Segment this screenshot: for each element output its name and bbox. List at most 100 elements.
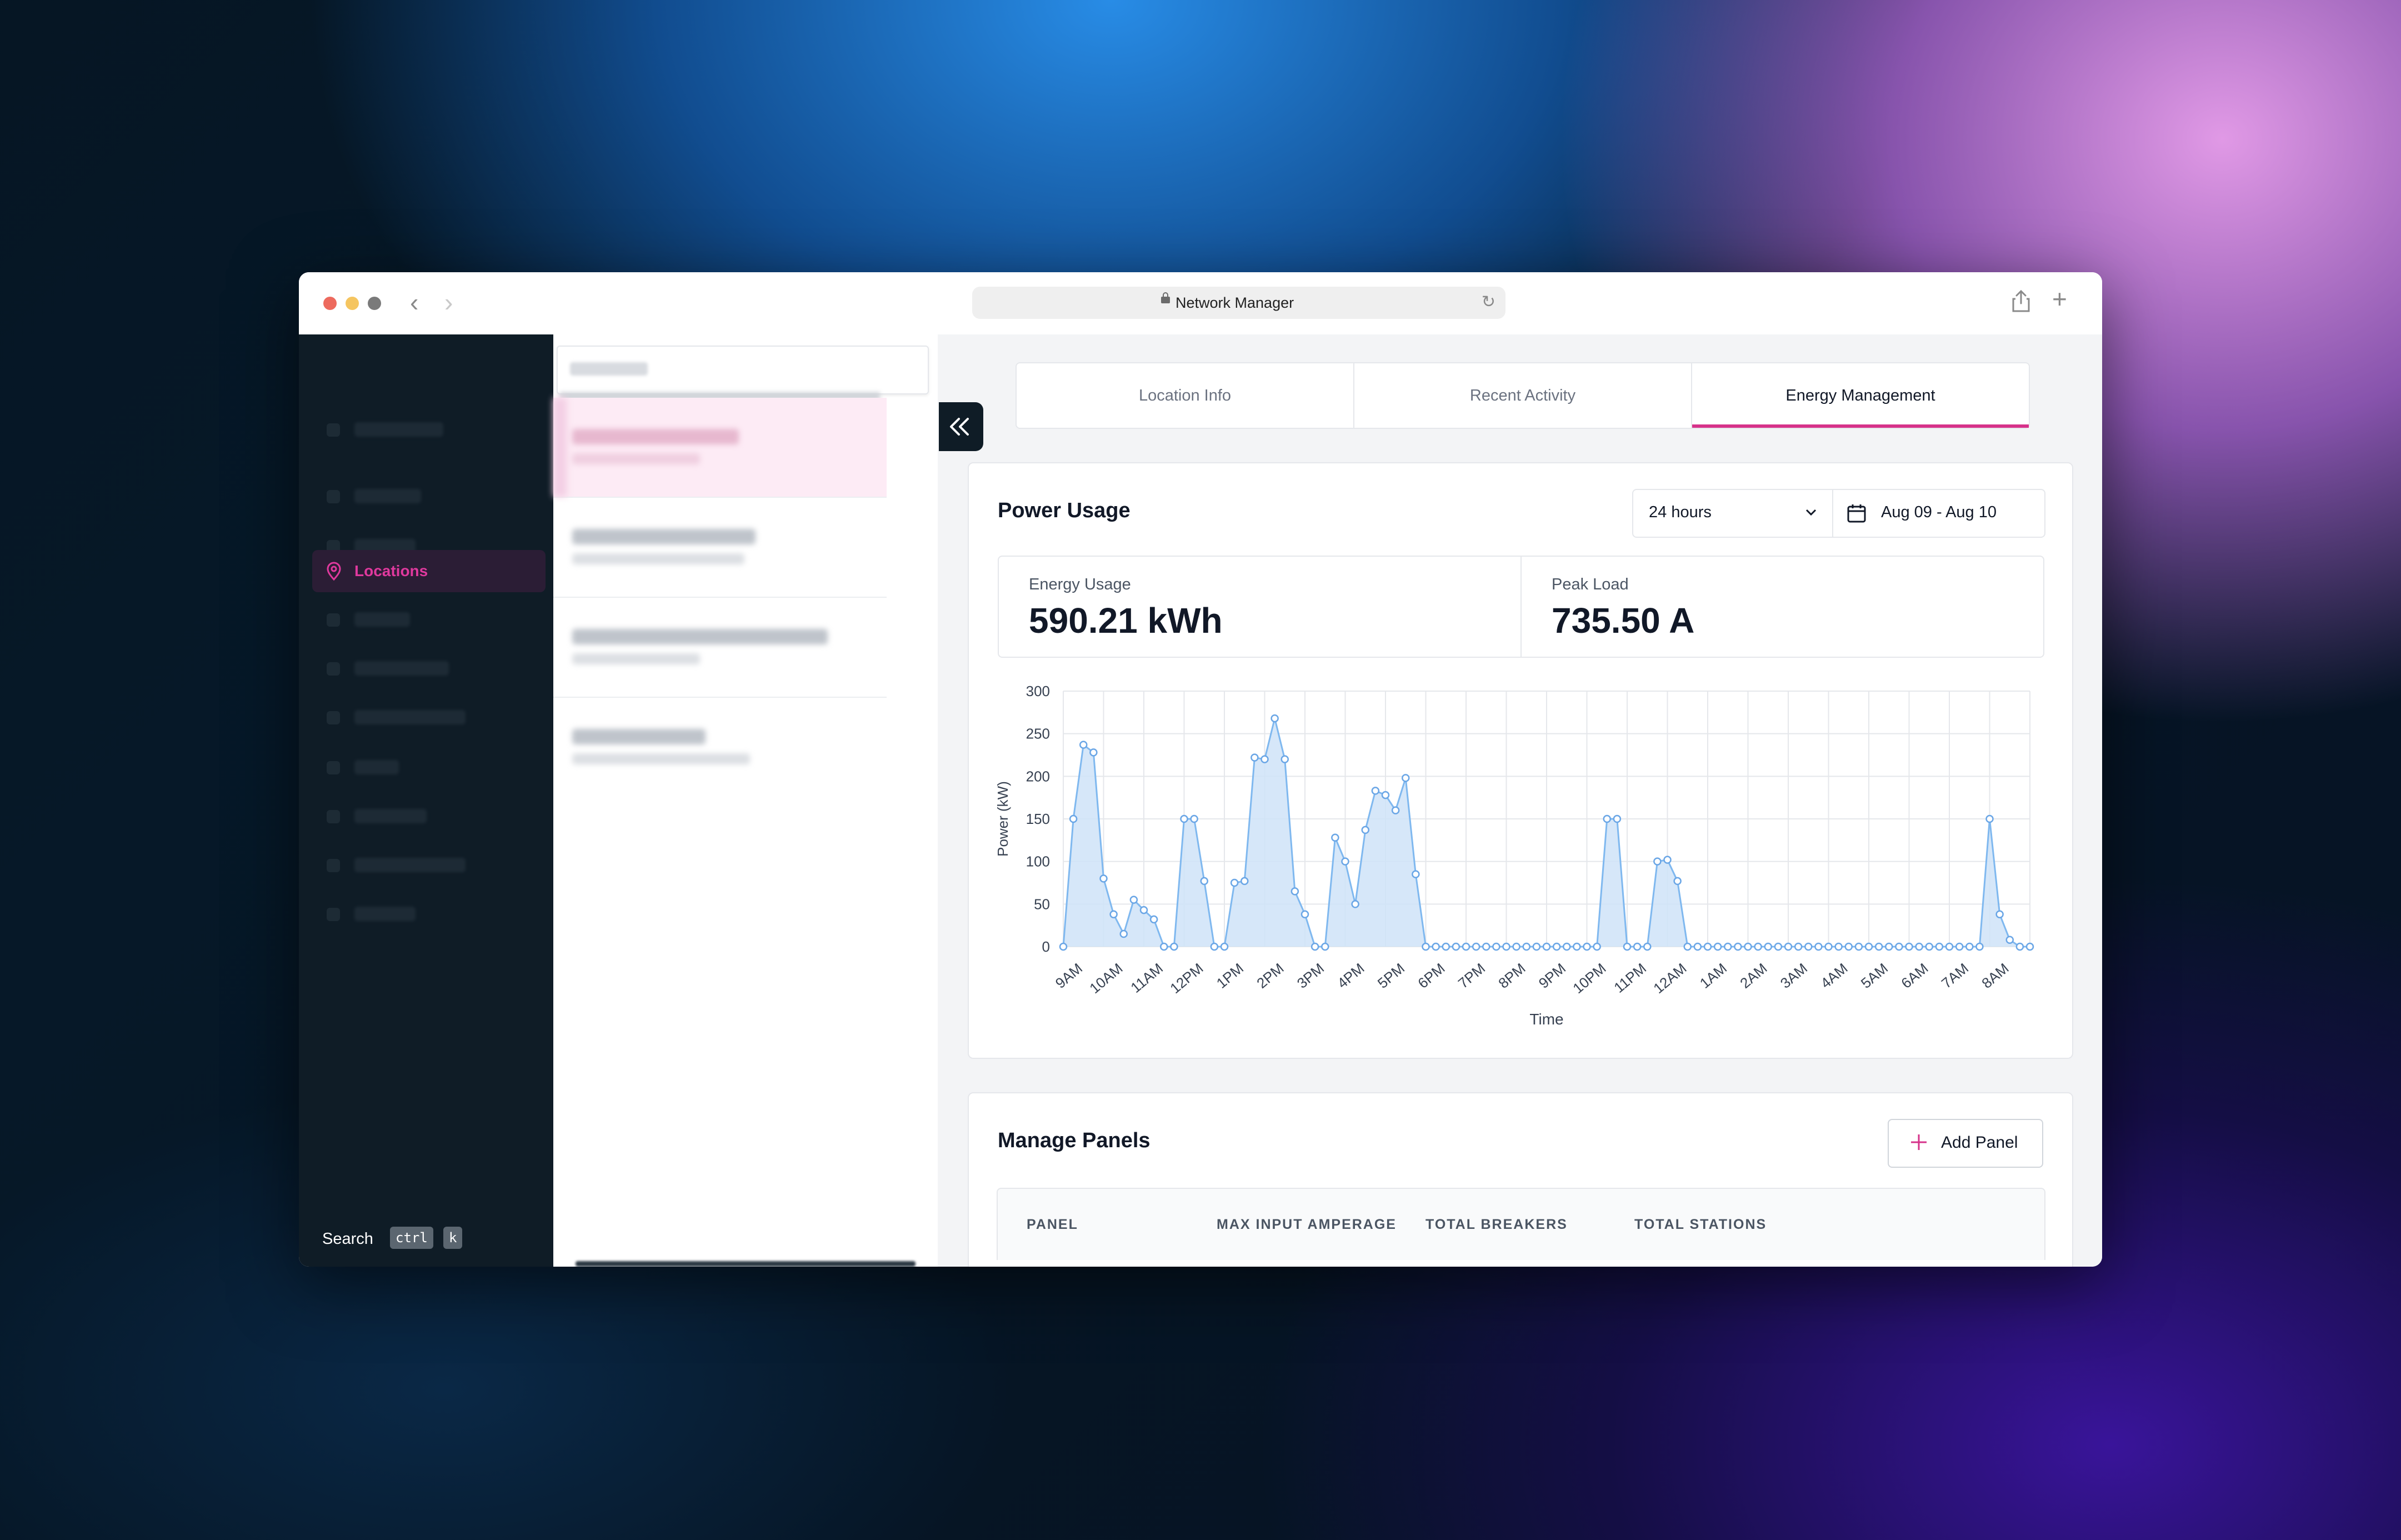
data-point xyxy=(1139,906,1148,914)
data-point xyxy=(1492,942,1500,951)
minimize-window-button[interactable] xyxy=(346,297,359,310)
data-point xyxy=(2005,936,2014,944)
list-item[interactable] xyxy=(553,498,887,598)
data-point xyxy=(1160,942,1168,951)
data-point xyxy=(1280,755,1289,763)
data-point xyxy=(1945,942,1954,951)
sidebar-item[interactable] xyxy=(312,599,546,641)
data-point xyxy=(1230,878,1239,887)
data-point xyxy=(1844,942,1853,951)
data-point xyxy=(2025,942,2034,951)
data-point xyxy=(1079,741,1088,749)
data-point xyxy=(1965,942,1974,951)
location-search-input[interactable] xyxy=(557,346,929,394)
lock-icon xyxy=(1161,292,1170,303)
data-point xyxy=(1663,856,1672,864)
sidebar-item[interactable] xyxy=(312,747,546,789)
tab-bar: Location Info Recent Activity Energy Man… xyxy=(1016,362,2030,429)
data-point xyxy=(1975,942,1984,951)
x-tick-label: 10PM xyxy=(1569,960,1609,997)
close-window-button[interactable] xyxy=(323,297,337,310)
data-point xyxy=(1683,942,1692,951)
stat-label: Peak Load xyxy=(1552,576,1629,593)
address-bar[interactable]: Network Manager ↻ xyxy=(972,287,1505,319)
data-point xyxy=(1099,874,1108,883)
data-point xyxy=(1814,942,1823,951)
sidebar-item[interactable] xyxy=(312,409,546,451)
share-icon[interactable] xyxy=(2011,289,2031,313)
calendar-icon xyxy=(1847,504,1866,523)
sidebar-item-locations[interactable]: Locations xyxy=(312,550,546,592)
x-tick-label: 4PM xyxy=(1334,960,1367,992)
power-usage-card: Power Usage 24 hours Aug 09 - Aug 10 Ene… xyxy=(968,462,2073,1059)
data-point xyxy=(1381,791,1390,799)
sidebar-item[interactable] xyxy=(312,697,546,739)
y-tick-label: 250 xyxy=(1026,726,1050,742)
data-point xyxy=(1724,942,1732,951)
data-point xyxy=(1885,942,1893,951)
new-tab-icon[interactable]: + xyxy=(2052,284,2067,313)
column-header[interactable]: TOTAL STATIONS xyxy=(1634,1217,1767,1232)
data-point xyxy=(1391,806,1400,814)
shortcut-key: k xyxy=(443,1227,463,1249)
data-point xyxy=(1059,942,1068,951)
time-range-select[interactable]: 24 hours xyxy=(1632,489,1833,538)
back-arrow-icon[interactable]: ‹ xyxy=(410,288,419,317)
data-point xyxy=(1129,896,1138,904)
data-point xyxy=(1593,942,1601,951)
x-tick-label: 11PM xyxy=(1610,960,1649,996)
nav-icon xyxy=(327,490,340,503)
data-point xyxy=(1190,814,1198,823)
data-point xyxy=(1764,942,1772,951)
zoom-window-button[interactable] xyxy=(368,297,381,310)
reload-icon[interactable]: ↻ xyxy=(1481,293,1495,311)
y-tick-label: 150 xyxy=(1026,811,1050,827)
nav-icon xyxy=(327,859,340,872)
series-area xyxy=(1063,718,2030,947)
list-item[interactable] xyxy=(553,698,887,797)
column-header[interactable]: PANEL xyxy=(1027,1217,1078,1232)
tab-location-info[interactable]: Location Info xyxy=(1017,363,1354,428)
sidebar-item[interactable] xyxy=(312,476,546,518)
plus-icon xyxy=(1911,1134,1927,1150)
list-item[interactable] xyxy=(553,598,887,698)
tab-recent-activity[interactable]: Recent Activity xyxy=(1354,363,1692,428)
tab-energy-management[interactable]: Energy Management xyxy=(1692,363,2029,428)
nav-icon xyxy=(327,761,340,774)
stat-label: Energy Usage xyxy=(1029,576,1131,593)
data-point xyxy=(1774,942,1783,951)
sidebar-item[interactable] xyxy=(312,796,546,838)
data-point xyxy=(1573,942,1581,951)
data-point xyxy=(1371,787,1380,795)
data-point xyxy=(1643,942,1652,951)
stat-value: 735.50 A xyxy=(1552,601,1695,641)
column-header[interactable]: MAX INPUT AMPERAGE xyxy=(1217,1217,1397,1232)
sidebar-item[interactable] xyxy=(312,893,546,936)
list-item[interactable] xyxy=(553,398,887,498)
data-point xyxy=(1955,942,1964,951)
x-tick-label: 8AM xyxy=(1978,960,2012,992)
search-label[interactable]: Search xyxy=(322,1230,373,1248)
data-point xyxy=(1170,942,1178,951)
add-panel-button[interactable]: Add Panel xyxy=(1888,1119,2043,1168)
data-point xyxy=(1260,755,1269,763)
x-axis-label: Time xyxy=(1529,1011,1563,1028)
forward-arrow-icon[interactable]: › xyxy=(444,288,453,317)
data-point xyxy=(1874,942,1883,951)
date-range-picker[interactable]: Aug 09 - Aug 10 xyxy=(1831,489,2045,538)
sidebar-item[interactable] xyxy=(312,648,546,690)
nav-icon xyxy=(327,810,340,823)
data-point xyxy=(1985,814,1994,823)
collapse-sidebar-button[interactable] xyxy=(939,402,983,451)
data-point xyxy=(1744,942,1752,951)
x-tick-label: 5AM xyxy=(1858,960,1891,992)
column-header[interactable]: TOTAL BREAKERS xyxy=(1425,1217,1568,1232)
sidebar-item[interactable] xyxy=(312,844,546,887)
app-sidebar: Locations Search ctrl k xyxy=(299,334,553,1267)
date-range-value: Aug 09 - Aug 10 xyxy=(1881,503,1997,521)
sidebar-item-label: Locations xyxy=(354,562,428,579)
x-tick-label: 9AM xyxy=(1052,960,1086,992)
double-chevron-left-icon xyxy=(950,418,969,436)
data-point xyxy=(2015,942,2024,951)
